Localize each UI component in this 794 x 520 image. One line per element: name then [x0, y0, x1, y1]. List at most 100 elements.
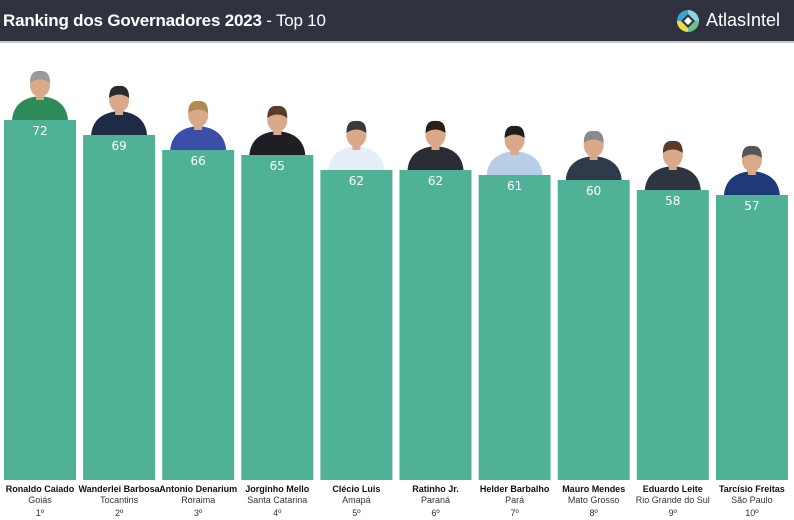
- bar: [636, 190, 709, 480]
- governor-photo: [407, 120, 464, 170]
- state-label: São Paulo: [731, 495, 773, 505]
- governor-photo: [328, 120, 385, 170]
- photo-hair: [30, 70, 50, 83]
- data-label: 60: [586, 184, 601, 198]
- photo-torso: [328, 146, 385, 170]
- rank-label: 10º: [745, 508, 759, 518]
- data-label: 72: [32, 124, 47, 138]
- photo-hair: [188, 100, 209, 113]
- rank-label: 5º: [352, 508, 361, 518]
- photo-hair: [504, 125, 525, 138]
- category-label: Helder Barbalho: [480, 484, 550, 494]
- rank-label: 3º: [194, 508, 203, 518]
- data-label: 57: [744, 199, 759, 213]
- photo-neck: [115, 109, 124, 115]
- governor-photo: [644, 140, 701, 190]
- header-divider: [0, 41, 794, 43]
- state-label: Mato Grosso: [568, 495, 620, 505]
- bar: [715, 195, 788, 480]
- category-label: Tarcísio Freitas: [719, 484, 785, 494]
- data-label: 58: [665, 194, 680, 208]
- bar: [399, 170, 472, 480]
- rank-label: 2º: [115, 508, 124, 518]
- data-label: 62: [349, 174, 364, 188]
- data-label: 66: [191, 154, 206, 168]
- photo-torso: [170, 126, 227, 150]
- governor-photo: [249, 105, 306, 155]
- governor-photo: [12, 70, 68, 120]
- category-label: Jorginho Mello: [245, 484, 310, 494]
- rank-label: 7º: [510, 508, 519, 518]
- photo-hair: [109, 85, 130, 98]
- photo-torso: [723, 171, 780, 195]
- governor-photo: [565, 130, 622, 180]
- photo-torso: [407, 146, 464, 170]
- state-label: Amapá: [342, 495, 371, 505]
- data-label: 61: [507, 179, 522, 193]
- photo-hair: [267, 105, 288, 118]
- rank-label: 8º: [590, 508, 599, 518]
- photo-torso: [565, 156, 622, 180]
- governor-photo: [170, 100, 227, 150]
- governor-photo: [486, 125, 543, 175]
- photo-hair: [346, 120, 367, 133]
- bar: [162, 150, 235, 480]
- bar: [4, 120, 76, 480]
- photo-torso: [644, 166, 701, 190]
- photo-hair: [425, 120, 446, 133]
- bar-group: 62 Ratinho Jr.Paraná 6º: [399, 120, 472, 518]
- brand: AtlasIntel: [676, 9, 780, 33]
- rank-label: 9º: [669, 508, 678, 518]
- state-label: Rio Grande do Sul: [636, 495, 710, 505]
- state-label: Paraná: [421, 495, 450, 505]
- photo-hair: [583, 130, 604, 143]
- category-label: Ronaldo Caiado: [6, 484, 75, 494]
- atlasintel-logo-icon: [676, 9, 700, 33]
- state-label: Pará: [505, 495, 524, 505]
- category-label: Ratinho Jr.: [412, 484, 459, 494]
- photo-torso: [486, 151, 543, 175]
- photo-torso: [91, 111, 148, 135]
- brand-name: AtlasIntel: [705, 10, 780, 30]
- data-label: 69: [111, 139, 126, 153]
- photo-torso: [12, 96, 68, 120]
- category-label: Wanderlei Barbosa: [78, 484, 160, 494]
- title-suffix: - Top 10: [261, 10, 326, 30]
- photo-hair: [662, 140, 683, 153]
- category-label: Antonio Denarium: [159, 484, 237, 494]
- photo-torso: [249, 131, 306, 155]
- bar: [241, 155, 314, 480]
- governor-photo: [91, 85, 148, 135]
- page-title: Ranking dos Governadores 2023 - Top 10: [3, 11, 326, 31]
- bar: [557, 180, 630, 480]
- rank-label: 4º: [273, 508, 282, 518]
- governor-photo: [723, 145, 780, 195]
- state-label: Tocantins: [100, 495, 139, 505]
- photo-hair: [741, 145, 762, 158]
- rank-label: 6º: [431, 508, 440, 518]
- header-bar: Ranking dos Governadores 2023 - Top 10 A…: [0, 0, 794, 41]
- bar: [478, 175, 551, 480]
- data-label: 65: [270, 159, 285, 173]
- title-main: Ranking dos Governadores 2023: [3, 10, 262, 30]
- state-label: Goiás: [28, 495, 52, 505]
- bar: [83, 135, 156, 480]
- state-label: Santa Catarina: [247, 495, 307, 505]
- state-label: Roraima: [181, 495, 215, 505]
- bar: [320, 170, 393, 480]
- rank-label: 1º: [36, 508, 45, 518]
- category-label: Clécio Luis: [332, 484, 380, 494]
- data-label: 62: [428, 174, 443, 188]
- category-label: Eduardo Leite: [643, 484, 703, 494]
- category-label: Mauro Mendes: [562, 484, 625, 494]
